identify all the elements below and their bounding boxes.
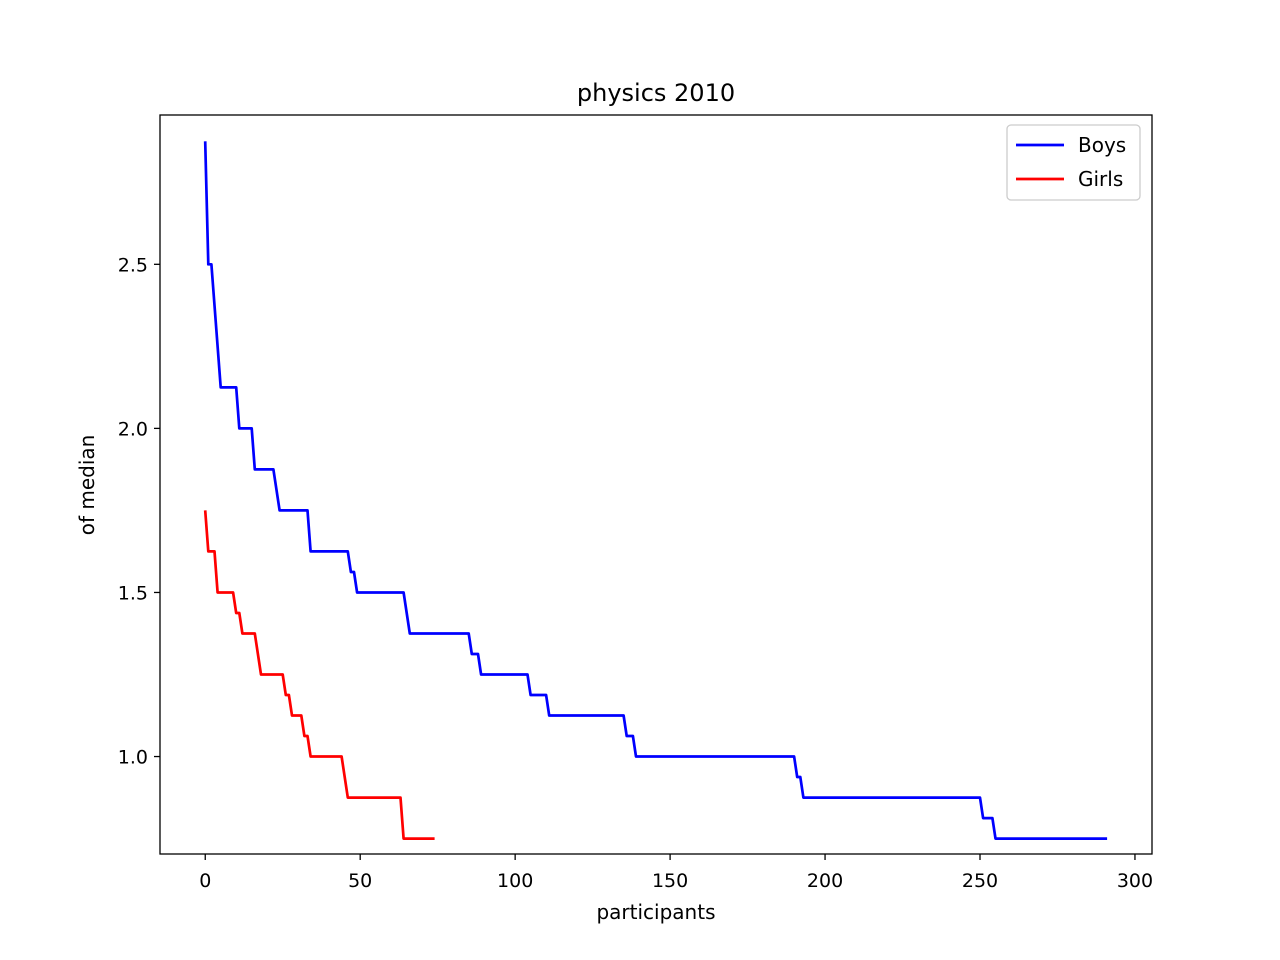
x-tick-label: 100: [497, 870, 533, 892]
y-axis-ticks: 1.0 1.5 2.0 2.5: [118, 254, 160, 769]
y-tick-label: 1.5: [118, 582, 148, 604]
x-tick-label: 200: [807, 870, 843, 892]
y-axis-label: of median: [75, 435, 99, 536]
x-tick-label: 50: [348, 870, 372, 892]
plot-frame: [159, 114, 1153, 855]
plot-lines: [203, 141, 1108, 840]
legend: Boys Girls: [1006, 124, 1141, 201]
legend-label-girls: Girls: [1078, 167, 1123, 191]
series-line-girls: [203, 510, 435, 840]
y-tick-label: 2.0: [118, 418, 148, 440]
x-axis-label: participants: [596, 900, 715, 924]
legend-label-boys: Boys: [1078, 133, 1126, 157]
x-axis-ticks: 0 50 100 150 200 250 300: [199, 854, 1153, 892]
series-line-boys: [203, 141, 1108, 840]
chart-title: physics 2010: [577, 79, 735, 107]
x-tick-label: 150: [652, 870, 688, 892]
y-tick-label: 1.0: [118, 747, 148, 769]
y-tick-label: 2.5: [118, 254, 148, 276]
x-tick-label: 300: [1117, 870, 1153, 892]
x-tick-label: 250: [962, 870, 998, 892]
x-tick-label: 0: [199, 870, 211, 892]
